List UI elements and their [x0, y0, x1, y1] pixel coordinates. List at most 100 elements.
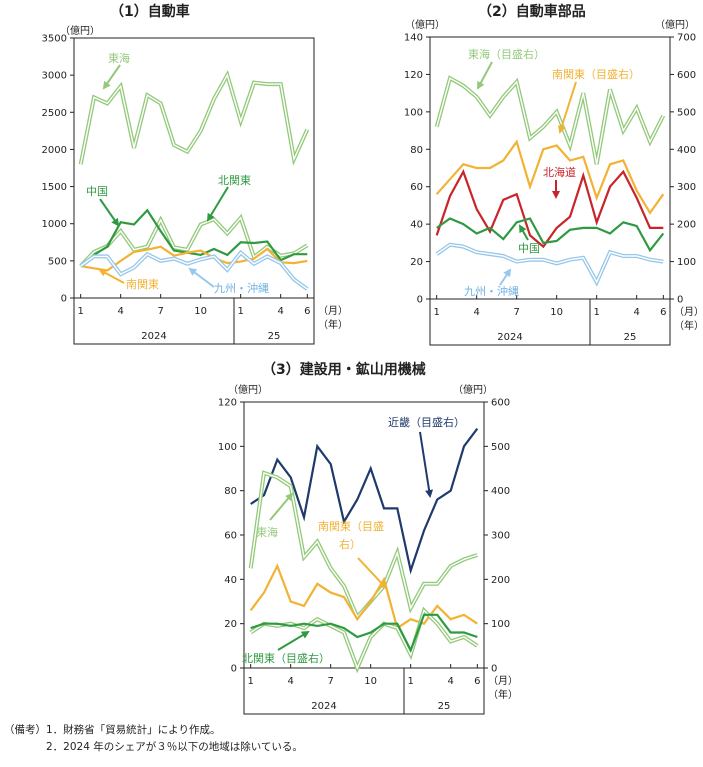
c2-ytick-label: 0: [417, 295, 423, 306]
c2-ytick-label: 40: [410, 220, 423, 231]
c3-y2tick-label: 400: [491, 486, 510, 497]
c1-ytick-label: 0: [61, 294, 67, 305]
c2-ytick-label: 100: [404, 107, 423, 118]
c2-x-unit-year: （年）: [674, 319, 703, 332]
c3-x-unit-month: （月）: [488, 675, 518, 687]
chart2-label-hokkaido: 北海道: [543, 165, 576, 179]
notes-head: （備考）: [4, 724, 46, 736]
c3-ytick-label: 120: [218, 398, 237, 409]
chart1-left-unit: （億円）: [60, 24, 100, 37]
c1-xtick-label: 7: [157, 306, 163, 317]
c2-y2tick-label: 600: [677, 70, 696, 81]
chart-auto-parts: （2）自動車部品 （億円） （億円） 020406080100120140010…: [404, 3, 703, 346]
c1-series-0-line-outer: [78, 69, 310, 166]
c1-x-unit-month: （月）: [318, 305, 348, 317]
c3-ytick-label: 20: [224, 619, 237, 630]
c1-year-label: 2024: [141, 331, 166, 342]
notes-line-2: 2．2024 年のシェアが３％以下の地域は除いている。: [4, 739, 303, 756]
c3-xtick-label: 10: [364, 676, 377, 687]
chart2-title: （2）自動車部品: [478, 3, 586, 20]
c3-series-0-line: [250, 427, 479, 575]
c1-xtick-label: 10: [194, 306, 207, 317]
c3-xtick-label: 4: [287, 676, 293, 687]
chart2-arrows: [477, 61, 577, 286]
chart1-label-kyushu: 九州・沖縄: [214, 281, 269, 295]
chart2-label-tokai: 東海（目盛右）: [468, 47, 545, 61]
chart2-left-unit: （億円）: [405, 18, 445, 31]
notes: （備考）1．財務省「貿易統計」により作成。 2．2024 年のシェアが３％以下の…: [4, 722, 303, 756]
chart-construction-machinery: （3）建設用・鉱山用機械 （億円） （億円） 02040608010012001…: [218, 361, 518, 715]
c3-y2tick-label: 0: [491, 664, 497, 675]
c2-ytick-label: 140: [404, 33, 423, 44]
c2-y2tick-label: 200: [677, 220, 696, 231]
c2-ytick-label: 20: [410, 257, 423, 268]
c3-y2tick-label: 500: [491, 442, 510, 453]
c3-ytick-label: 0: [231, 664, 237, 675]
c2-xtick-label: 4: [473, 307, 479, 318]
c1-xtick-label: 1: [237, 306, 243, 317]
c1-ytick-label: 1500: [42, 182, 67, 193]
chart2-label-kyushu: 九州・沖縄: [464, 284, 519, 298]
c1-xtick-label: 4: [117, 306, 123, 317]
c2-ytick-label: 80: [410, 145, 423, 156]
c2-series-1-line: [435, 139, 665, 215]
c2-year-label: 25: [624, 332, 637, 343]
chart3-label-kitakanto: 北関東（目盛右）: [242, 651, 330, 665]
c3-ytick-label: 80: [224, 486, 237, 497]
chart1-label-minamikanto: 南関東: [126, 278, 159, 291]
c2-xtick-label: 10: [550, 307, 563, 318]
c3-xtick-label: 4: [447, 676, 453, 687]
c2-y2tick-label: 0: [677, 295, 683, 306]
c2-y2tick-label: 300: [677, 182, 696, 193]
c1-ytick-label: 3500: [42, 34, 67, 45]
c1-ytick-label: 500: [48, 256, 67, 267]
c2-series-0-line-inner: [436, 77, 664, 165]
c1-ytick-label: 2500: [42, 108, 67, 119]
chart3-arrows: [269, 431, 434, 651]
c3-xtick-label: 1: [247, 676, 253, 687]
c2-y2tick-label: 500: [677, 107, 696, 118]
c3-y2tick-label: 600: [491, 398, 510, 409]
c2-x-unit-month: （月）: [674, 306, 703, 318]
c1-x-unit-year: （年）: [318, 318, 348, 331]
c3-ytick-label: 100: [218, 442, 237, 453]
c1-xtick-label: 1: [77, 306, 83, 317]
c3-x-unit-year: （年）: [488, 688, 518, 701]
c1-xtick-label: 4: [277, 306, 283, 317]
c2-xaxis-box: [429, 298, 671, 346]
c1-ytick-label: 1000: [42, 219, 67, 230]
c3-y2tick-label: 200: [491, 575, 510, 586]
c3-xtick-label: 1: [407, 676, 413, 687]
c3-series-3-line-inner: [250, 609, 478, 670]
c3-xtick-label: 6: [474, 676, 480, 687]
c3-ytick-label: 40: [224, 575, 237, 586]
c3-xaxis-box: [243, 667, 485, 715]
c2-year-label: 2024: [497, 332, 522, 343]
c3-year-label: 25: [438, 701, 451, 712]
c2-series-2-line: [435, 169, 664, 249]
chart-automobiles: （1）自動車 （億円） 0 500 1000 1500 2000 2500 3000 3500…: [42, 3, 348, 345]
c1-series-3-line: [80, 245, 308, 272]
c1-series-4-line-inner: [80, 251, 308, 290]
c2-y2tick-label: 700: [677, 33, 696, 44]
chart2-right-unit: （億円）: [655, 18, 695, 31]
c2-series-4-line-inner: [436, 243, 664, 284]
c1-series-1-line-inner: [80, 216, 308, 267]
chart3-label-kinki: 近畿（目盛右）: [388, 415, 465, 429]
chart3-left-unit: （億円）: [228, 383, 268, 396]
chart2-label-minamikanto: 南関東（目盛右）: [552, 67, 640, 81]
chart3-right-unit: （億円）: [453, 383, 493, 396]
c2-xtick-label: 4: [633, 307, 639, 318]
c3-xtick-label: 7: [327, 676, 333, 687]
chart1-title: （1）自動車: [110, 3, 190, 20]
c1-xaxis-box: [73, 297, 315, 345]
c1-ytick-label: 2000: [42, 145, 67, 156]
c2-y2tick-label: 100: [677, 257, 696, 268]
chart3-label-minamikanto-1: 南関東（目盛: [318, 519, 384, 533]
chart3-label-tokai: 東海: [256, 525, 278, 539]
c2-xtick-label: 1: [593, 307, 599, 318]
c2-xtick-label: 7: [513, 307, 519, 318]
chart2-label-chugoku: 中国: [518, 242, 540, 255]
c1-ytick-label: 3000: [42, 71, 67, 82]
